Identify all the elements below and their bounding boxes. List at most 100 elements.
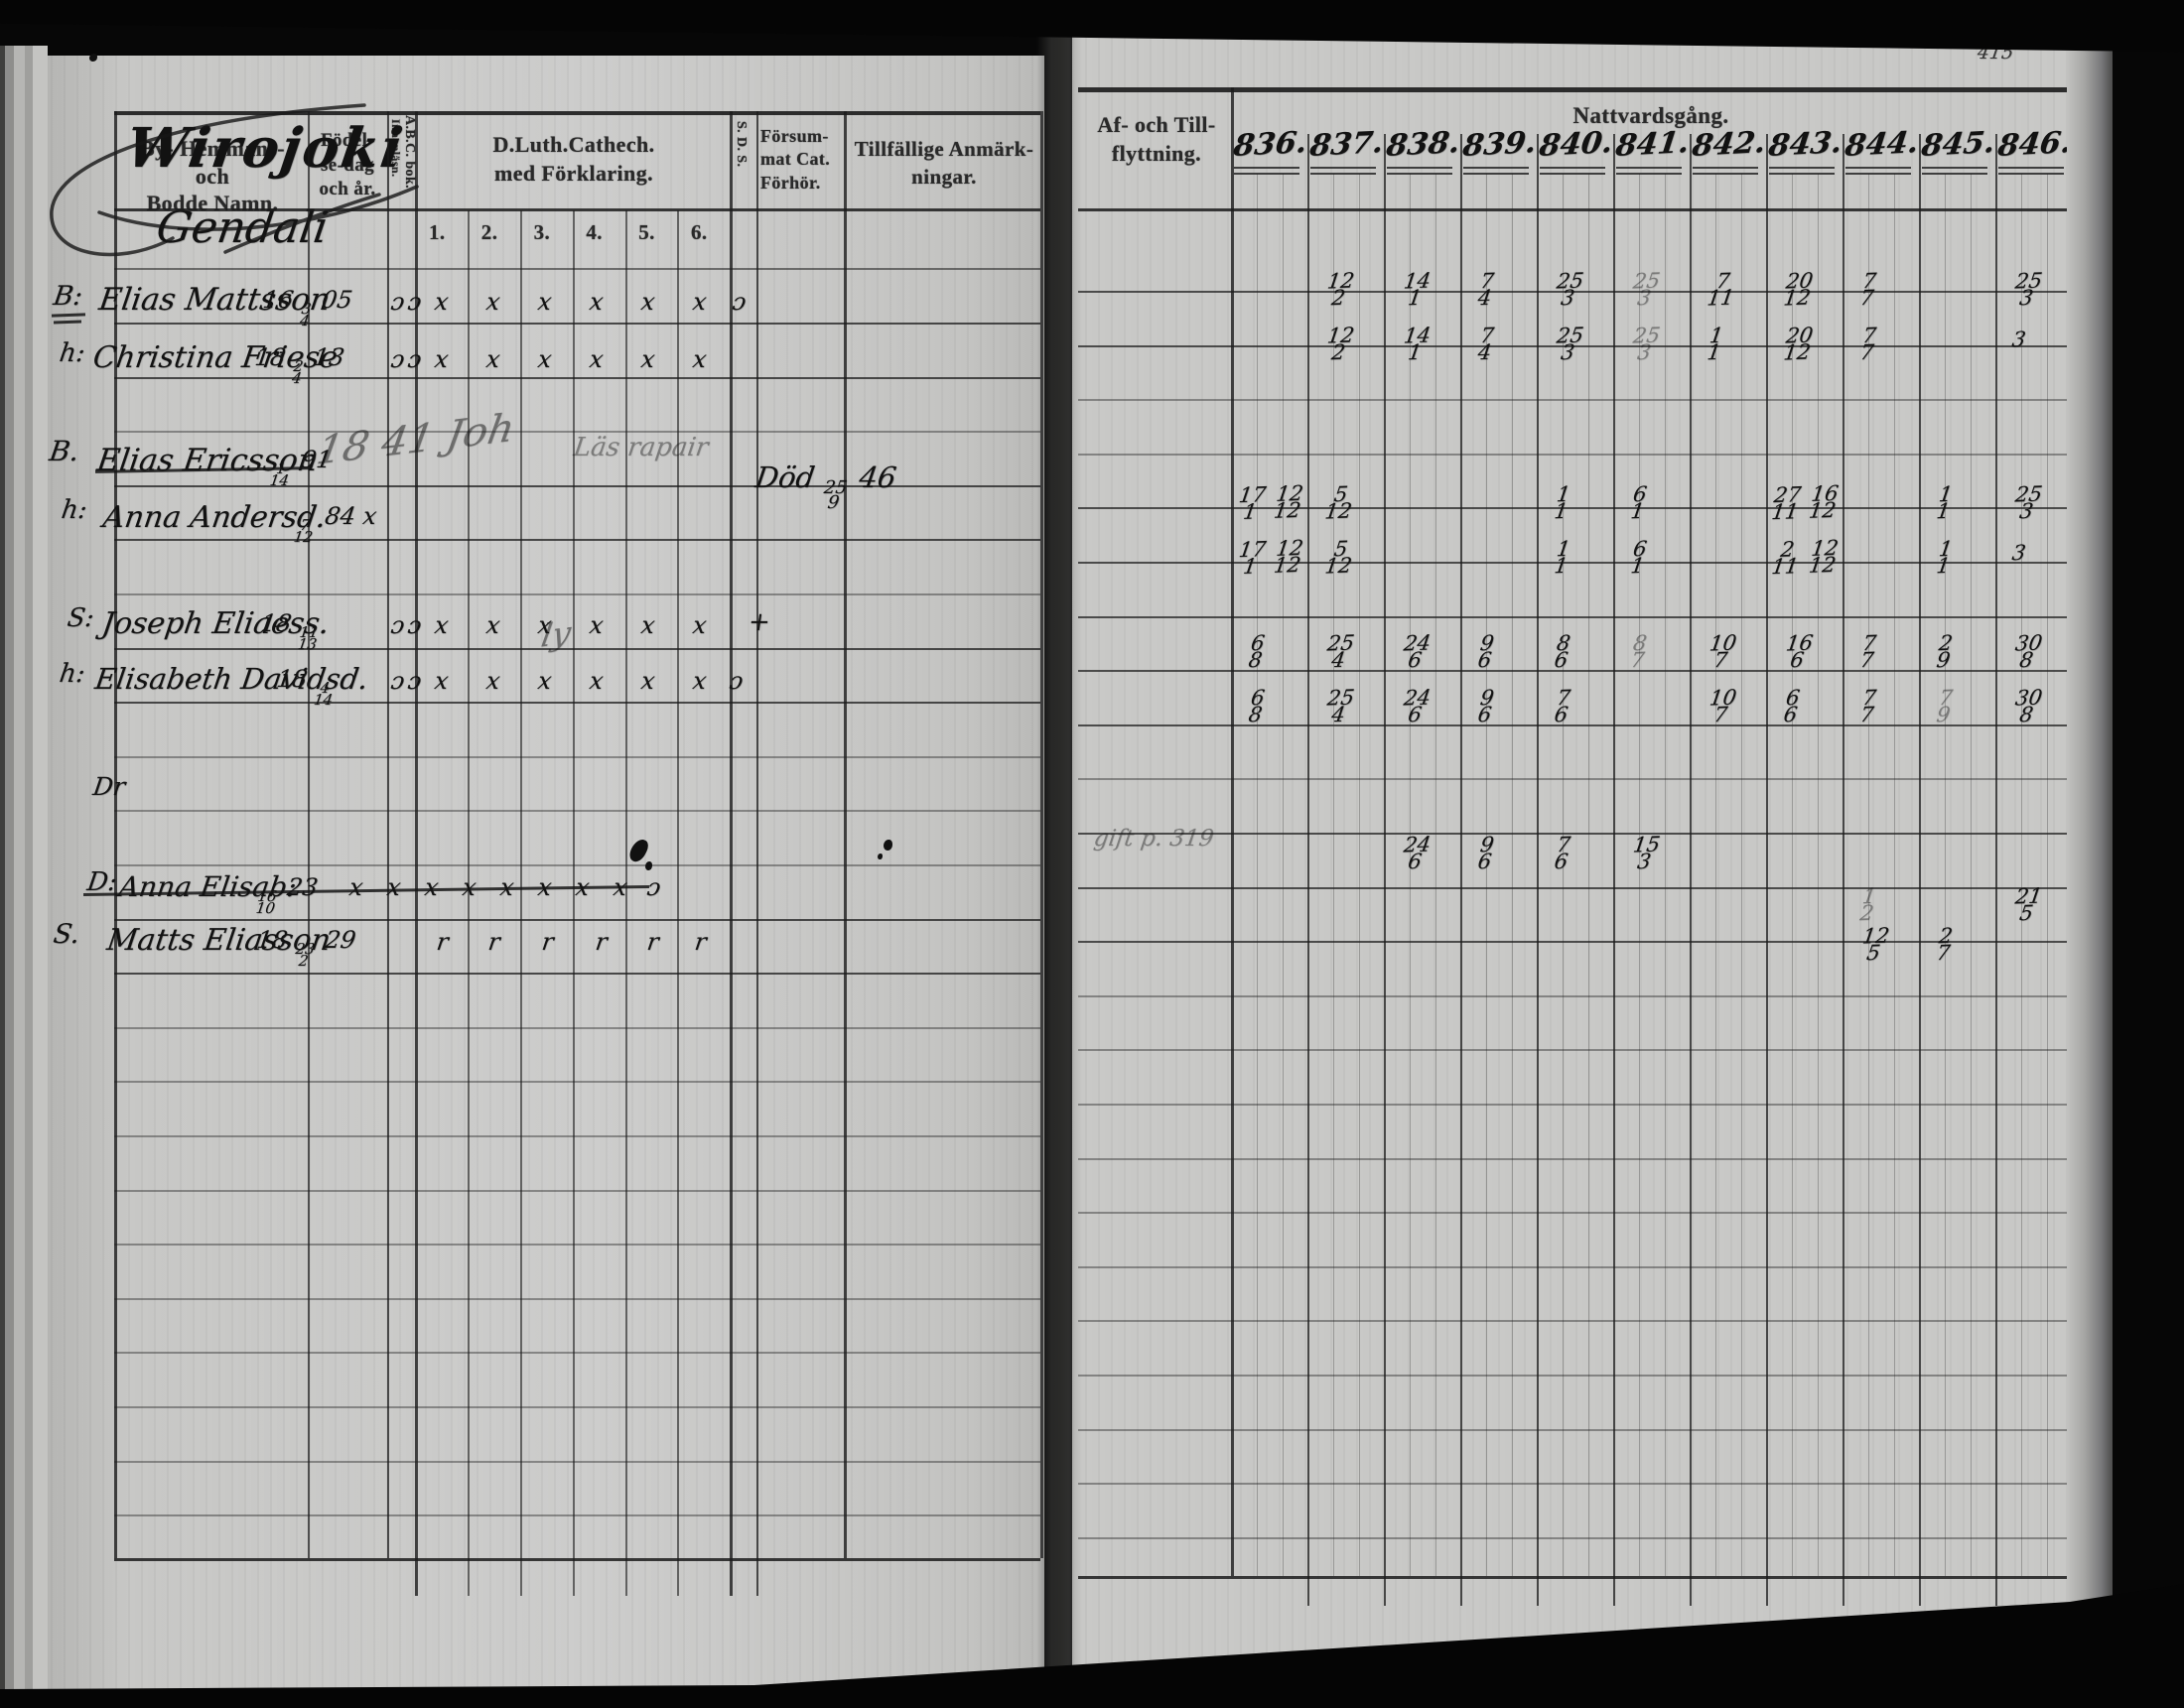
fraction: 5 12 [1323, 536, 1354, 579]
header-sds: S. D. S. [734, 121, 749, 168]
row-line [1078, 1483, 2071, 1485]
row-line [114, 973, 1040, 975]
communion-cell: 24 6 [1398, 630, 1433, 673]
year-inner-line [1665, 174, 1666, 1576]
row-line [1078, 1266, 2071, 1268]
fraction: 25 3 [1555, 323, 1585, 365]
fraction: 24 6 [1402, 630, 1433, 673]
row-line [1078, 507, 2071, 509]
row-line [114, 919, 1040, 921]
cathech-subcolumn-number: 4. [586, 220, 603, 244]
fraction: 25 3 [2013, 268, 2044, 311]
handwritten-entry: B. [47, 435, 81, 467]
row-line [114, 864, 1040, 866]
fraction: 7 12 [292, 516, 315, 547]
column-line [415, 111, 418, 1596]
header-forsummat-line1: Försum- [760, 126, 829, 146]
year-inner-line [1563, 174, 1564, 1576]
row-line [114, 1244, 1040, 1246]
row-line [114, 1514, 1040, 1516]
year-inner-line [1435, 174, 1436, 1576]
book-gutter [1036, 24, 1082, 1687]
year-column-line [1307, 134, 1309, 1606]
fraction: 12 12 [1272, 480, 1305, 524]
year-inner-line [1894, 174, 1895, 1576]
header-anmarkningar: Tillfällige Anmärk- ningar. [850, 135, 1038, 192]
year-inner-line [1283, 174, 1284, 1576]
fraction: 27 11 [1769, 482, 1803, 525]
header-flytt-line2: flyttning. [1111, 140, 1202, 166]
row-line [114, 1406, 1040, 1408]
fraction: 20 12 [1782, 268, 1815, 311]
column-line [573, 210, 575, 1596]
communion-cell: 12 5 [1856, 923, 1892, 966]
handwritten-entry: Dr [90, 772, 128, 801]
header-nattvardsgang: Nattvardsgång. [1572, 103, 1729, 128]
year-column-line [1384, 134, 1386, 1606]
year-underline [1998, 173, 2064, 175]
column-line [387, 111, 389, 1558]
column-line [468, 210, 470, 1596]
row-line [1078, 1320, 2071, 1322]
communion-cell: 27 11 16 12 [1768, 480, 1841, 525]
year-label: 844. [1843, 125, 1921, 164]
handwritten-entry: 7 12 84 x [292, 502, 379, 547]
row-line [114, 593, 1040, 595]
communion-cell: 25 3 [1551, 323, 1586, 365]
fraction: 16 12 [1807, 480, 1841, 524]
handwritten-entry: S: [65, 603, 96, 633]
year-underline [1463, 167, 1529, 169]
ink-blot [884, 840, 892, 851]
row-line [1078, 291, 2071, 293]
fraction: 16 6 [1784, 630, 1815, 673]
row-line [1078, 778, 2071, 780]
column-line [844, 111, 847, 1558]
handwritten-entry: 18 23 2 29 [254, 926, 358, 971]
row-line [1078, 670, 2071, 672]
fraction: 30 8 [2013, 685, 2044, 727]
communion-cell: 25 4 [1321, 685, 1357, 727]
year-underline [1463, 173, 1529, 175]
fraction: 25 4 [1325, 685, 1356, 727]
year-underline [1540, 173, 1605, 175]
communion-cell: 7 11 [1704, 269, 1739, 311]
row-line [114, 485, 1040, 487]
row-line [1078, 1158, 2071, 1160]
year-label: 838. [1384, 125, 1462, 164]
year-underline [1922, 167, 1987, 169]
row-line [114, 1352, 1040, 1354]
fraction: 12 2 [1325, 268, 1356, 311]
row-line [114, 1027, 1040, 1029]
year-underline [1234, 173, 1299, 175]
row-line [1078, 616, 2071, 618]
row-line [114, 810, 1040, 812]
year-label: 839. [1460, 125, 1539, 164]
year-column-line [1537, 134, 1539, 1606]
ink-blot [89, 54, 97, 62]
communion-cell: 2 11 12 12 [1768, 536, 1841, 579]
year-underline [1922, 173, 1987, 175]
fraction: 24 6 [1402, 685, 1433, 727]
year-label: 842. [1690, 125, 1768, 164]
year-inner-line [1971, 174, 1972, 1576]
communion-cell: 16 6 [1780, 630, 1816, 673]
cathech-subcolumn-number: 5. [638, 220, 655, 244]
header-birth-line3: och år. [319, 179, 376, 200]
year-label: 841. [1613, 125, 1692, 164]
header-cathech-line2: med Förklaring. [494, 160, 653, 186]
handwritten-entry: 18 11 13 [258, 609, 321, 654]
year-column-line [1690, 134, 1692, 1606]
fraction: 12 5 [1860, 923, 1891, 966]
row-line [1078, 887, 2071, 889]
fraction: 12 2 [1325, 323, 1356, 365]
row-line [114, 377, 1040, 379]
year-inner-line [1792, 174, 1793, 1576]
